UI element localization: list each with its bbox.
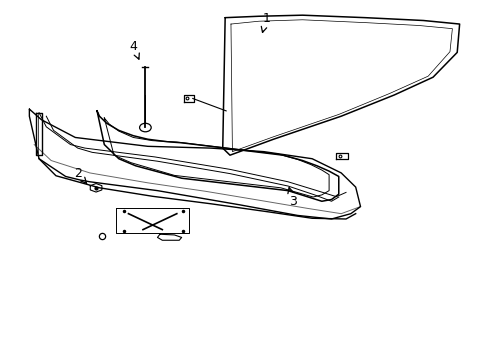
Text: 3: 3 [287, 188, 296, 208]
Text: 4: 4 [129, 40, 139, 59]
Text: 2: 2 [74, 167, 86, 183]
Text: 1: 1 [261, 12, 270, 32]
